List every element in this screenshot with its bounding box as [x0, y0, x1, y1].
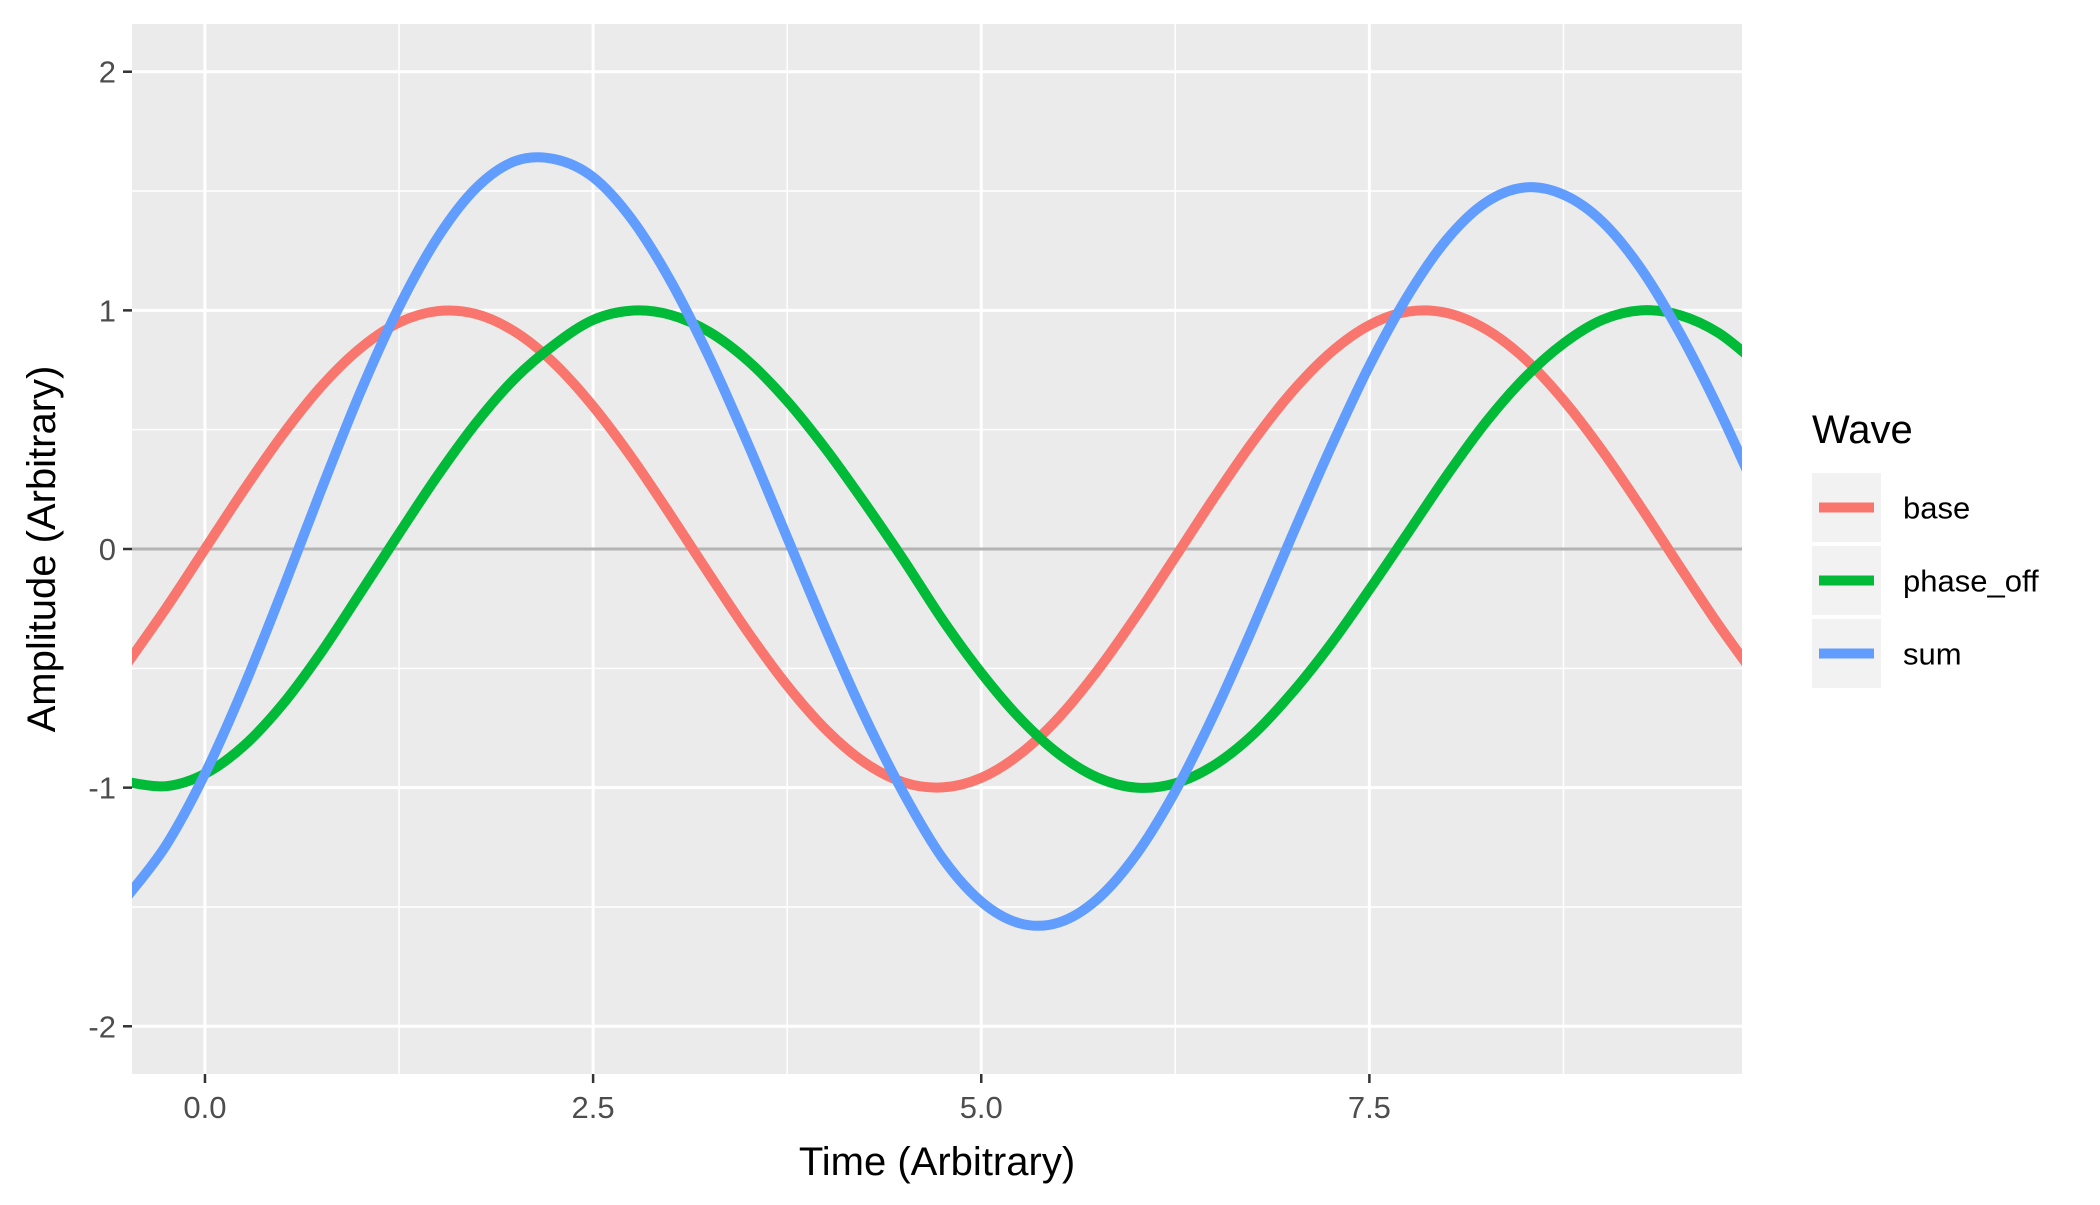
legend-label: sum: [1903, 637, 1962, 672]
x-tick-label: 7.5: [1348, 1090, 1391, 1125]
axis-layer: 0.0 2.5 5.0 7.5 -2 -1 0 1 2: [88, 55, 1391, 1125]
series-line-base: [132, 305, 1742, 793]
y-tick-label: 1: [99, 293, 116, 328]
legend-label: phase_off: [1903, 564, 2039, 599]
y-tick-label: -1: [88, 771, 116, 806]
x-tick-label: 0.0: [183, 1090, 226, 1125]
y-tick-label: 2: [99, 55, 116, 90]
series-layer: [132, 152, 1742, 931]
y-tick-label: 0: [99, 532, 116, 567]
y-tick-label: -2: [88, 1009, 116, 1044]
series-line-phase-off: [132, 305, 1742, 793]
x-tick-label: 5.0: [960, 1090, 1003, 1125]
legend-item-sum: sum: [1812, 619, 1962, 688]
x-tick-label: 2.5: [572, 1090, 615, 1125]
legend-label: base: [1903, 491, 1970, 526]
legend-title: Wave: [1812, 408, 1913, 452]
x-axis-title: Time (Arbitrary): [799, 1140, 1075, 1184]
legend-item-base: base: [1812, 473, 1970, 542]
legend-item-phase-off: phase_off: [1812, 546, 2039, 615]
y-axis-title: Amplitude (Arbitrary): [20, 366, 64, 733]
series-line-sum: [132, 152, 1742, 931]
